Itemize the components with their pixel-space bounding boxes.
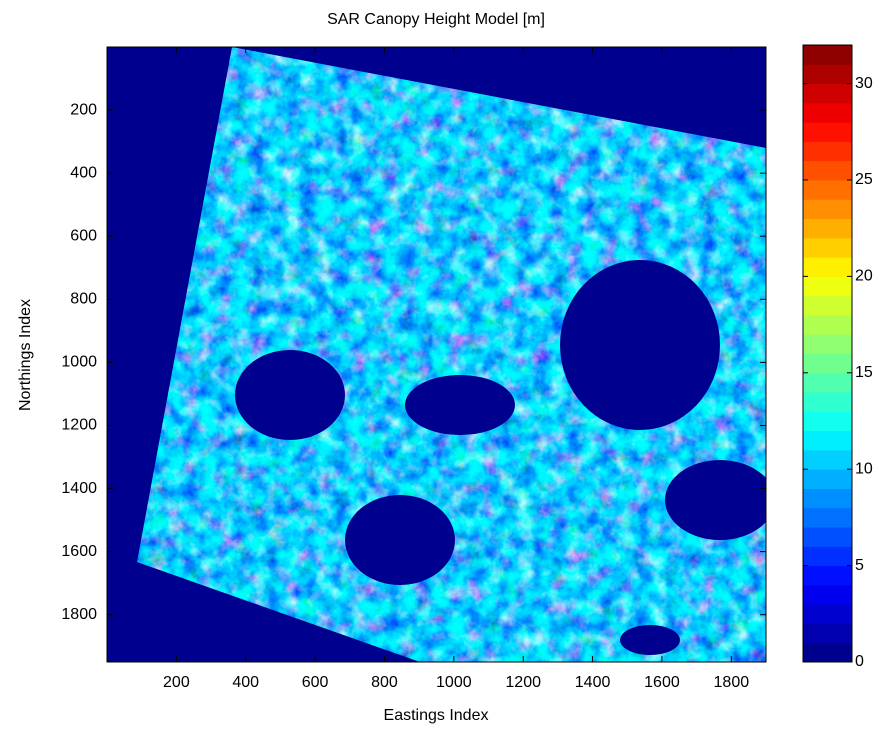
y-tick-label: 200 [70, 101, 97, 118]
colorbar-band [803, 122, 852, 142]
colorbar-band [803, 314, 852, 335]
x-tick-label: 1800 [714, 674, 750, 691]
colorbar-band [803, 623, 852, 644]
colorbar-band [803, 565, 852, 586]
colorbar-tick-label: 25 [855, 171, 873, 188]
colorbar-band [803, 141, 852, 162]
colorbar-tick-label: 5 [855, 557, 864, 574]
colorbar [803, 45, 852, 663]
colorbar-band [803, 64, 852, 85]
x-tick-label: 1400 [575, 674, 611, 691]
x-tick-label: 400 [232, 674, 259, 691]
colorbar-band [803, 237, 852, 258]
colorbar-band [803, 372, 852, 393]
colorbar-band [803, 199, 852, 220]
colorbar-band [803, 218, 852, 239]
colorbar-tick-label: 30 [855, 75, 873, 92]
colorbar-band [803, 392, 852, 412]
colorbar-tick-label: 20 [855, 268, 873, 285]
colorbar-band [803, 45, 852, 65]
colorbar-band [803, 604, 852, 624]
colorbar-band [803, 527, 852, 547]
y-tick-label: 800 [70, 291, 97, 308]
colorbar-band [803, 507, 852, 528]
colorbar-tick-label: 15 [855, 364, 873, 381]
colorbar-band [803, 469, 852, 489]
colorbar-band [803, 546, 852, 567]
heatmap-image [107, 47, 766, 662]
x-tick-label: 1600 [644, 674, 680, 691]
colorbar-band [803, 83, 852, 104]
y-tick-label: 600 [70, 227, 97, 244]
y-tick-label: 1600 [61, 543, 97, 560]
colorbar-tick-label: 0 [855, 653, 864, 670]
x-tick-label: 1200 [505, 674, 541, 691]
colorbar-band [803, 488, 852, 509]
colorbar-band [803, 257, 852, 277]
lake [620, 625, 680, 655]
colorbar-band [803, 584, 852, 605]
y-tick-label: 400 [70, 164, 97, 181]
image-scene [137, 47, 766, 662]
x-tick-label: 600 [302, 674, 329, 691]
colorbar-band [803, 411, 852, 432]
plot-frame [106, 46, 767, 663]
colorbar-tick-label: 10 [855, 460, 873, 477]
y-tick-label: 1200 [61, 417, 97, 434]
x-tick-label: 1000 [436, 674, 472, 691]
colorbar-band [803, 334, 852, 354]
lake [235, 350, 345, 440]
y-tick-label: 1800 [61, 606, 97, 623]
colorbar-band [803, 160, 852, 181]
x-tick-label: 800 [371, 674, 398, 691]
y-tick-label: 1000 [61, 354, 97, 371]
lake [665, 460, 766, 540]
y-axis-label: Northings Index [17, 299, 34, 411]
colorbar-band [803, 642, 852, 663]
lake [560, 260, 720, 430]
chart-title: SAR Canopy Height Model [m] [327, 11, 545, 28]
lake [345, 495, 455, 585]
y-tick-label: 1400 [61, 480, 97, 497]
colorbar-frame [802, 44, 853, 663]
colorbar-band [803, 102, 852, 123]
colorbar-band [803, 430, 852, 451]
x-tick-label: 200 [163, 674, 190, 691]
lake [405, 375, 515, 435]
colorbar-band [803, 353, 852, 374]
colorbar-band [803, 179, 852, 200]
colorbar-band [803, 449, 852, 470]
colorbar-band [803, 276, 852, 297]
x-axis-label: Eastings Index [384, 707, 489, 724]
colorbar-band [803, 295, 852, 316]
